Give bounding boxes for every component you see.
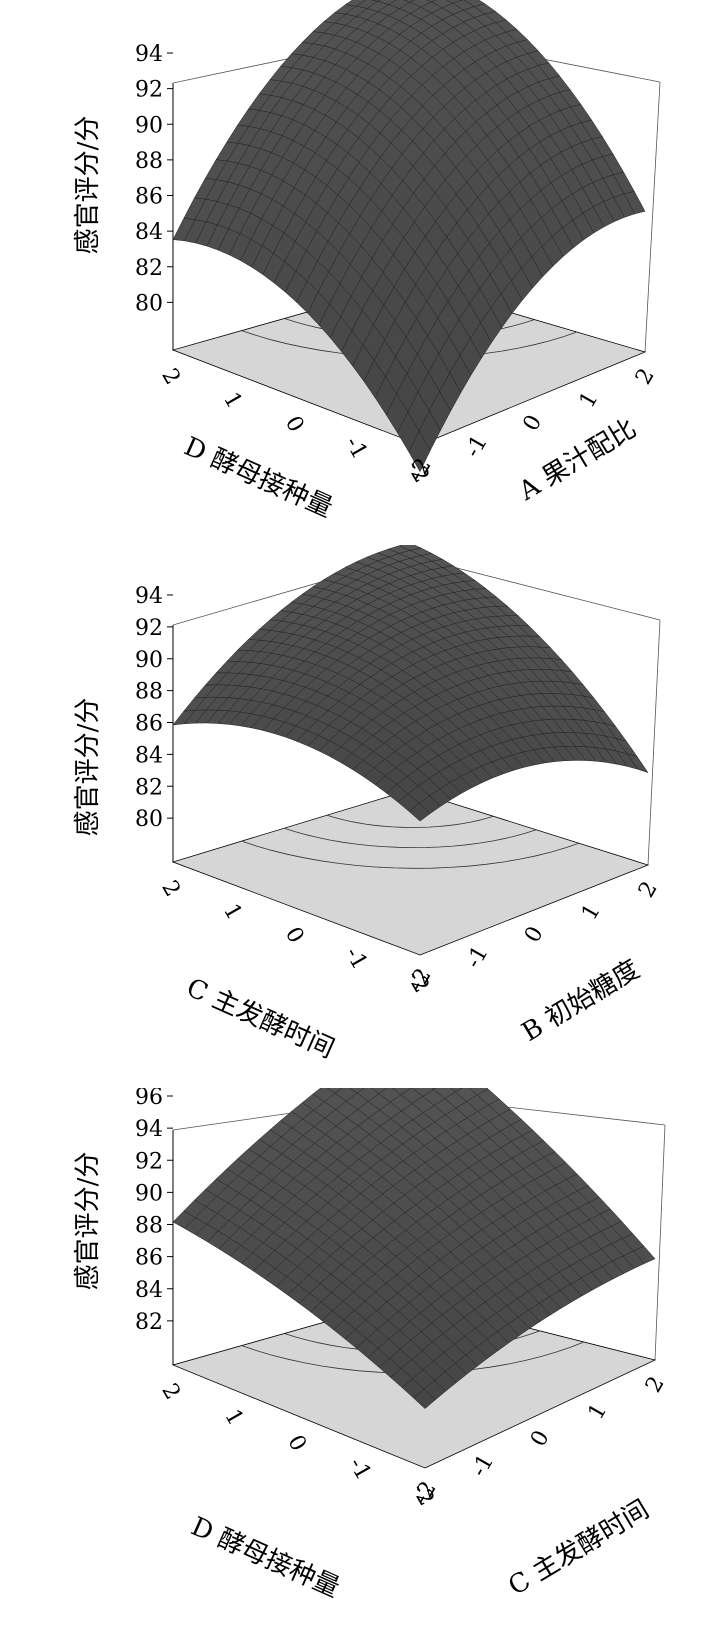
box-right-edge [654,1124,666,1361]
x-axis-title: B 初始糖度 [517,954,645,1047]
y-tick-label: -1 [340,943,372,974]
x-tick-label: 2 [631,364,660,389]
surface-cell [344,0,366,7]
surface-cell [377,0,397,5]
contour-floor [171,789,650,956]
x-tick-label: -1 [467,1450,499,1481]
y-axis-title: D 酵母接种量 [186,1512,344,1604]
y-tick-label: -1 [340,432,372,463]
z-axis-label: 感官评分/分 [73,698,103,837]
y-tick-label: -2 [401,456,433,487]
contour-line [284,827,537,849]
z-tick-label: 86 [135,712,163,737]
z-tick-label: 94 [135,1117,163,1142]
z-axis-label: 感官评分/分 [73,1152,103,1291]
surface-cell [388,0,411,9]
y-axis-title: C 主发酵时间 [182,973,339,1065]
surface-cell [426,0,437,3]
z-tick-label: 90 [135,1181,163,1206]
z-axis-label: 感官评分/分 [73,116,103,255]
y-tick-label: 2 [156,364,185,389]
surface-cell [430,0,454,8]
x-tick-label: -1 [461,942,493,973]
surface-cell [403,0,416,3]
z-tick-label: 84 [135,220,163,245]
y-tick-label: 0 [280,923,309,948]
z-tick-label: 80 [135,807,163,832]
x-tick-label: 2 [634,877,663,902]
z-tick-label: 96 [135,1088,163,1110]
surface-mesh [172,0,646,473]
z-tick-label: 92 [135,616,163,641]
surface-cell [452,0,475,11]
z-tick-label: 90 [135,113,163,138]
surface-plot-1: 94 92 90 88 86 84 82 80 -2 -1 0 1 2 -2 -1 0 1 2 感官评分/分 D … [0,0,727,545]
x-tick-label: 2 [641,1372,670,1397]
x-axis-title: C 主发酵时间 [503,1495,654,1602]
z-tick-label: 84 [135,743,163,768]
box-right-edge [647,619,661,866]
z-tick-label: 86 [135,1246,163,1271]
surface-cell [370,0,381,2]
y-tick-label: 2 [156,876,185,901]
y-tick-label: -2 [401,966,433,997]
contour-line [326,814,494,828]
z-tick-label: 82 [135,775,163,800]
y-tick-label: 1 [218,900,247,925]
x-tick-label: 1 [584,1399,613,1424]
z-tick-label: 92 [135,78,163,103]
z-tick-label: 94 [135,584,163,609]
y-tick-label: 1 [218,388,247,413]
z-tick-label: 84 [135,1278,163,1303]
x-tick-label: 0 [526,1426,555,1451]
y-tick-label: 0 [280,412,309,437]
z-tick-label: 94 [135,42,163,67]
z-tick-label: 90 [135,648,163,673]
y-tick-label: 1 [219,1405,248,1430]
surface-cell [409,0,433,8]
z-tick-label: 80 [135,291,163,316]
x-tick-label: 1 [575,388,604,413]
y-tick-label: 0 [282,1431,311,1456]
z-tick-label: 86 [135,185,163,210]
surface-cell [355,0,379,9]
z-tick-label: 82 [135,256,163,281]
z-tick-label: 88 [135,680,163,705]
x-tick-label: -1 [460,431,492,462]
contour-line [241,840,580,869]
surface-cell [446,0,464,4]
surface-cell [463,0,486,7]
box-right-edge [644,81,661,353]
z-tick-label: 88 [135,149,163,174]
x-tick-label: 0 [519,411,548,436]
surface-mesh [172,542,649,822]
z-tick-label: 88 [135,1214,163,1239]
surface-plot-2: 94 92 90 88 86 84 82 80 -2 -1 0 1 2 -2 -1 0 1 2 感官评分/分 C … [0,542,727,1088]
x-tick-label: 0 [520,922,549,947]
surface-mesh [172,1024,656,1409]
y-tick-label: -2 [406,1479,438,1510]
y-tick-label: 2 [156,1379,185,1404]
x-tick-label: 1 [577,900,606,925]
z-tick-label: 82 [135,1310,163,1335]
y-tick-label: -1 [343,1453,375,1484]
y-axis-title: D 酵母接种量 [179,432,337,524]
z-tick-label: 92 [135,1149,163,1174]
surface-plot-3: 96 94 92 90 88 86 84 82 -2 -1 0 1 2 -2 -1 0 1 2 感官评分/分 D … [0,1024,727,1631]
